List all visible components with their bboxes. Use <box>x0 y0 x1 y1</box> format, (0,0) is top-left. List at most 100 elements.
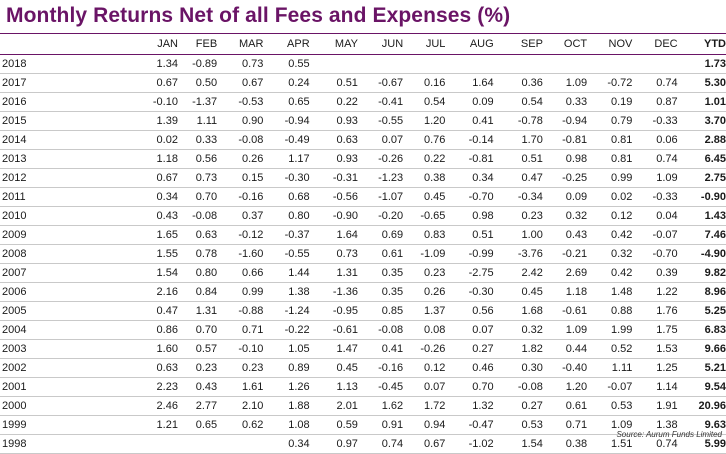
return-cell: 0.34 <box>445 168 494 188</box>
return-cell: -1.09 <box>403 244 446 264</box>
return-cell: 0.85 <box>357 301 404 321</box>
return-cell: 0.30 <box>493 358 543 378</box>
return-cell: -0.89 <box>177 54 218 74</box>
return-cell: -0.10 <box>120 92 178 112</box>
return-cell: -0.41 <box>357 92 404 112</box>
return-cell: 0.33 <box>542 92 588 112</box>
return-cell: 1.53 <box>632 339 678 359</box>
return-cell: 0.47 <box>493 168 543 188</box>
return-cell <box>217 434 264 454</box>
return-cell: 0.90 <box>217 111 264 131</box>
return-cell <box>632 54 678 74</box>
return-cell: 0.32 <box>493 320 543 340</box>
return-cell: 0.09 <box>542 187 588 207</box>
ytd-cell: 5.30 <box>677 73 726 93</box>
return-cell: 1.88 <box>263 396 310 416</box>
return-cell: 1.72 <box>403 396 446 416</box>
return-cell: 0.53 <box>587 396 633 416</box>
return-cell: 0.66 <box>217 263 264 283</box>
return-cell: 0.32 <box>542 206 588 226</box>
ytd-cell: 6.83 <box>677 320 726 340</box>
return-cell: 0.56 <box>445 301 494 321</box>
return-cell: -0.99 <box>445 244 494 264</box>
return-cell: 0.73 <box>177 168 218 188</box>
return-cell: 0.38 <box>542 434 588 454</box>
return-cell: 2.77 <box>177 396 218 416</box>
return-cell: 0.12 <box>403 358 446 378</box>
return-cell: 0.38 <box>403 168 446 188</box>
return-cell: 0.34 <box>263 434 310 454</box>
return-cell: -0.25 <box>542 168 588 188</box>
return-cell <box>403 54 446 74</box>
return-cell: -0.12 <box>217 225 264 245</box>
return-cell: 0.23 <box>217 358 264 378</box>
return-cell: 0.32 <box>587 244 633 264</box>
return-cell: 0.97 <box>309 434 358 454</box>
return-cell: 0.70 <box>445 377 494 397</box>
return-cell: 0.91 <box>357 415 404 435</box>
return-cell: 2.10 <box>217 396 264 416</box>
return-cell: 0.34 <box>120 187 178 207</box>
return-cell: -0.30 <box>263 168 310 188</box>
return-cell: 0.84 <box>177 282 218 302</box>
return-cell: -0.22 <box>263 320 310 340</box>
return-cell: -0.26 <box>357 149 404 169</box>
return-cell: 1.61 <box>217 377 264 397</box>
monthly-returns-table: JAN FEB MAR APR MAY JUN JUL AUG SEP OCT NOV DEC YTD … <box>0 34 726 454</box>
return-cell: 0.68 <box>263 187 310 207</box>
return-cell: 0.08 <box>403 320 446 340</box>
return-cell: 1.54 <box>493 434 543 454</box>
year-cell: 2010 <box>0 206 121 226</box>
return-cell: 0.67 <box>403 434 446 454</box>
return-cell: -0.16 <box>217 187 264 207</box>
return-cell: 0.63 <box>309 130 358 150</box>
return-cell: 0.87 <box>632 92 678 112</box>
return-cell: 0.39 <box>632 263 678 283</box>
return-cell: 0.74 <box>357 434 404 454</box>
return-cell: 0.71 <box>542 415 588 435</box>
return-cell: 0.88 <box>587 301 633 321</box>
return-cell: 0.54 <box>493 92 543 112</box>
return-cell: -1.37 <box>177 92 218 112</box>
return-cell: 2.01 <box>309 396 358 416</box>
return-cell: 0.86 <box>120 320 178 340</box>
return-cell: -0.95 <box>309 301 358 321</box>
year-cell: 2014 <box>0 130 121 150</box>
return-cell: -0.08 <box>357 320 404 340</box>
return-cell: 1.76 <box>632 301 678 321</box>
return-cell <box>177 434 218 454</box>
return-cell: 0.76 <box>403 130 446 150</box>
return-cell: -0.70 <box>445 187 494 207</box>
table-row: 2011 0.34 0.70 -0.16 0.68 -0.56 -1.07 0.45 -0.70… <box>0 187 726 207</box>
year-cell: 2000 <box>0 396 121 416</box>
return-cell: 1.44 <box>263 263 310 283</box>
return-cell: 0.80 <box>263 206 310 226</box>
return-cell <box>542 54 588 74</box>
return-cell: -0.07 <box>632 225 678 245</box>
table-row: 2013 1.18 0.56 0.26 1.17 0.93 -0.26 0.22 -0.81 0.… <box>0 149 726 169</box>
return-cell: 0.67 <box>120 73 178 93</box>
return-cell: 1.32 <box>445 396 494 416</box>
year-cell: 2002 <box>0 358 121 378</box>
return-cell: 1.68 <box>493 301 543 321</box>
return-cell: -0.16 <box>357 358 404 378</box>
ytd-cell: 9.66 <box>677 339 726 359</box>
return-cell: 0.43 <box>177 377 218 397</box>
source-note: Source: Aurum Funds Limited <box>616 430 722 439</box>
table-header-row: JAN FEB MAR APR MAY JUN JUL AUG SEP OCT NOV DEC YTD <box>0 34 726 55</box>
table-row: 2017 0.67 0.50 0.67 0.24 0.51 -0.67 0.16 1.64 0.3… <box>0 73 726 93</box>
ytd-cell: 9.63 <box>677 415 726 435</box>
return-cell: 0.07 <box>445 320 494 340</box>
column-header-oct: OCT <box>542 34 588 55</box>
return-cell: 0.67 <box>120 168 178 188</box>
return-cell <box>309 54 358 74</box>
return-cell: 0.23 <box>493 206 543 226</box>
return-cell: 2.16 <box>120 282 178 302</box>
return-cell: -0.81 <box>445 149 494 169</box>
return-cell: 0.74 <box>632 73 678 93</box>
year-cell: 2017 <box>0 73 121 93</box>
return-cell: 0.98 <box>445 206 494 226</box>
return-cell: 0.45 <box>309 358 358 378</box>
return-cell: 0.61 <box>357 244 404 264</box>
year-cell: 2004 <box>0 320 121 340</box>
